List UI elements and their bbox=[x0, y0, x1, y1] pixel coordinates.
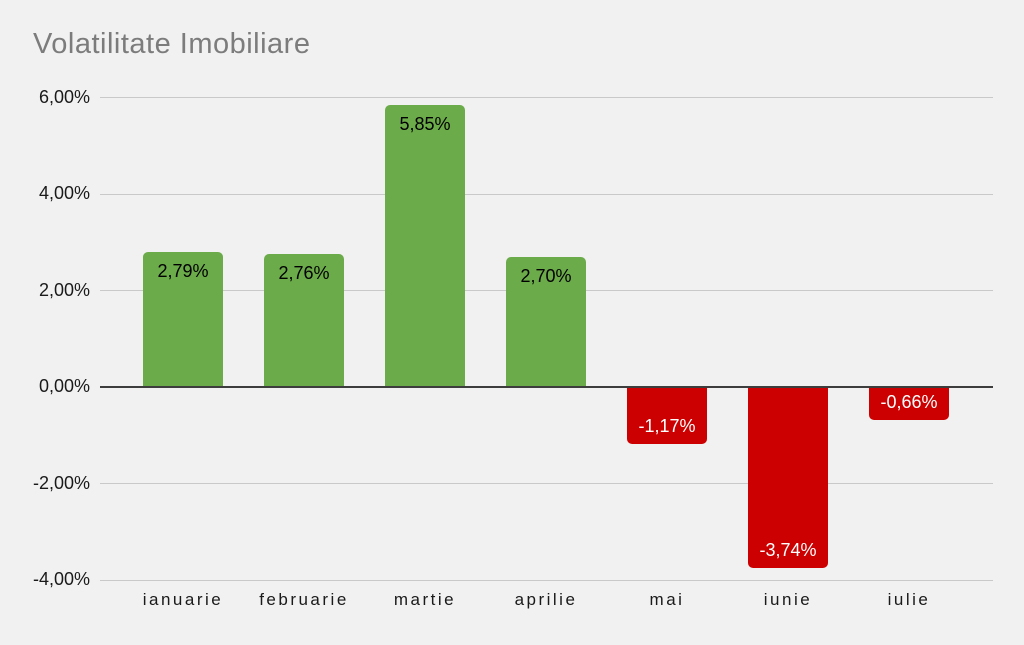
y-tick-label: -2,00% bbox=[32, 472, 90, 493]
gridline bbox=[100, 579, 993, 581]
x-tick-label-aprilie: aprilie bbox=[514, 590, 578, 609]
bar-iunie[interactable]: -3,74% bbox=[748, 388, 828, 569]
bar-value-label: 2,70% bbox=[520, 265, 572, 286]
x-tick-label-mai: mai bbox=[649, 590, 685, 609]
bar-value-label: 5,85% bbox=[399, 113, 451, 134]
chart-title: Volatilitate Imobiliare bbox=[33, 28, 311, 60]
bar-aprilie[interactable]: 2,70% bbox=[506, 256, 586, 387]
bar-ianuarie[interactable]: 2,79% bbox=[143, 252, 223, 387]
gridline bbox=[100, 193, 993, 195]
x-tick-label-februarie: februarie bbox=[259, 590, 349, 609]
bar-martie[interactable]: 5,85% bbox=[385, 104, 465, 387]
x-tick-label-iunie: iunie bbox=[763, 590, 813, 609]
bar-mai[interactable]: -1,17% bbox=[627, 388, 707, 445]
bar-februarie[interactable]: 2,76% bbox=[264, 253, 344, 387]
bar-value-label: -1,17% bbox=[638, 416, 696, 437]
x-tick-label-ianuarie: ianuarie bbox=[142, 590, 224, 609]
bar-value-label: 2,79% bbox=[157, 261, 209, 282]
gridline bbox=[100, 97, 993, 98]
bar-value-label: -0,66% bbox=[880, 391, 938, 412]
zero-axis-line bbox=[100, 386, 993, 388]
y-tick-label: 0,00% bbox=[38, 376, 90, 396]
bar-value-label: 2,76% bbox=[278, 262, 330, 283]
gridline bbox=[100, 483, 993, 484]
y-tick-label: -4,00% bbox=[32, 569, 90, 589]
y-tick-label: 2,00% bbox=[38, 279, 90, 300]
y-tick-label: 6,00% bbox=[38, 86, 90, 107]
bar-iulie[interactable]: -0,66% bbox=[869, 388, 949, 420]
y-tick-label: 4,00% bbox=[38, 183, 90, 203]
x-tick-label-iulie: iulie bbox=[887, 590, 931, 609]
x-tick-label-martie: martie bbox=[393, 590, 457, 609]
bar-value-label: -3,74% bbox=[759, 540, 817, 561]
